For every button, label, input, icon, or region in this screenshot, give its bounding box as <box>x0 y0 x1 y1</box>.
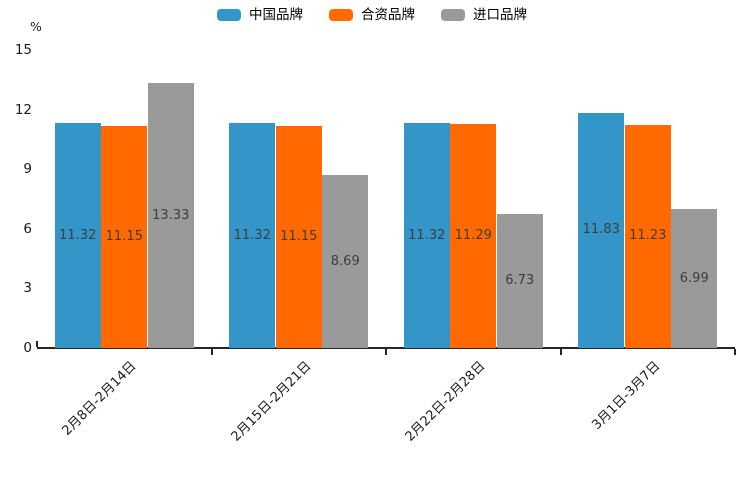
x-category-label: 2月15日-2月21日 <box>228 358 315 445</box>
x-axis-line <box>37 347 735 349</box>
x-category-label: 3月1日-3月7日 <box>589 358 664 433</box>
x-axis-tick <box>559 349 562 355</box>
bar-value-label: 13.33 <box>152 207 190 223</box>
legend-label: 中国品牌 <box>249 7 303 23</box>
x-axis-tick <box>385 349 387 355</box>
bar-合资品牌 <box>624 124 671 348</box>
bar-value-label: 11.23 <box>629 228 667 244</box>
x-category-label: 2月22日-2月28日 <box>402 358 489 445</box>
y-axis-unit-label: % <box>30 19 42 34</box>
x-axis-tick <box>210 349 213 355</box>
x-axis-tick <box>36 341 38 347</box>
bar-value-label: 11.32 <box>408 227 446 243</box>
legend-item: 中国品牌 <box>217 8 303 22</box>
bar-中国品牌 <box>229 123 275 348</box>
x-category-label: 2月8日-2月14日 <box>59 358 140 439</box>
bar-进口品牌 <box>496 214 543 348</box>
bar-中国品牌 <box>403 123 450 348</box>
bar-中国品牌 <box>54 123 101 348</box>
y-tick-label: 3 <box>23 280 32 297</box>
legend: 中国品牌 合资品牌 进口品牌 <box>0 8 744 22</box>
legend-swatch-icon <box>329 9 353 21</box>
bar-value-label: 11.32 <box>59 227 97 243</box>
x-axis-tick <box>734 349 736 355</box>
bar-中国品牌 <box>578 112 624 348</box>
bar-合资品牌 <box>275 126 322 348</box>
bar-value-label: 8.69 <box>330 253 360 269</box>
y-tick-label: 0 <box>23 340 32 356</box>
bar-value-label: 6.99 <box>679 270 709 286</box>
bar-value-label: 11.32 <box>233 227 271 243</box>
bar-合资品牌 <box>101 126 147 348</box>
legend-label: 合资品牌 <box>361 7 415 23</box>
bar-value-label: 6.73 <box>505 273 535 289</box>
bar-value-label: 11.29 <box>454 227 492 243</box>
legend-label: 进口品牌 <box>473 7 527 23</box>
y-tick-label: 12 <box>14 101 32 118</box>
bar-value-label: 11.15 <box>280 229 318 245</box>
legend-item: 合资品牌 <box>329 8 415 22</box>
bar-进口品牌 <box>322 175 368 348</box>
y-tick-label: 6 <box>23 220 32 237</box>
y-tick-label: 15 <box>14 42 32 58</box>
y-tick-label: 9 <box>23 161 32 178</box>
legend-swatch-icon <box>441 9 465 21</box>
bar-进口品牌 <box>147 83 194 348</box>
legend-swatch-icon <box>217 9 241 21</box>
bar-value-label: 11.83 <box>582 222 620 238</box>
bar-value-label: 11.15 <box>105 229 143 245</box>
bar-合资品牌 <box>450 123 496 348</box>
legend-item: 进口品牌 <box>441 8 527 22</box>
bar-进口品牌 <box>671 209 717 348</box>
